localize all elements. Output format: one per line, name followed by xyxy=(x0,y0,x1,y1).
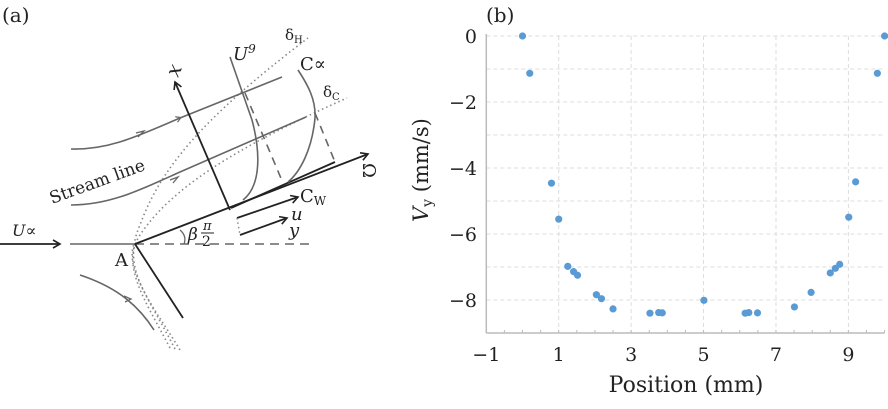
x-axis-title: Position (mm) xyxy=(609,373,764,398)
wedge-lower-wall xyxy=(134,243,184,319)
omega-label: Ω xyxy=(358,163,379,178)
data-points xyxy=(518,32,888,317)
data-point xyxy=(564,262,572,270)
concentration-dashed-line xyxy=(314,112,336,163)
data-point xyxy=(753,309,762,317)
concentration-profile-curve xyxy=(287,69,316,183)
x-tick-label: −1 xyxy=(472,344,500,366)
streamline-arrow-icon xyxy=(123,295,133,303)
velocity-profile-curve xyxy=(229,56,259,201)
streamline-middle xyxy=(70,116,307,206)
tick-labels: −1 1 3 5 7 9 0 −2 −4 −6 −8 xyxy=(449,26,854,366)
data-point xyxy=(658,309,666,317)
streamline-upper xyxy=(70,76,283,150)
data-point xyxy=(592,291,600,299)
x-axis-arrow xyxy=(173,80,231,211)
y-tick-label: −6 xyxy=(449,224,477,246)
u-inf-label: U∝ xyxy=(12,221,36,240)
chart-axes xyxy=(485,34,886,334)
wall-offset-line xyxy=(230,161,336,209)
data-point xyxy=(845,213,853,221)
data-point xyxy=(609,305,617,313)
angle-arc xyxy=(179,229,186,245)
panel-a-label: (a) xyxy=(2,3,30,27)
data-point xyxy=(646,309,654,317)
dotted-connector xyxy=(236,217,241,236)
x-tick-label: 1 xyxy=(553,344,565,366)
data-point xyxy=(852,178,860,186)
streamline-lower xyxy=(79,274,155,331)
data-point xyxy=(790,303,799,311)
u-label: u xyxy=(291,204,303,225)
x-tick-label: 3 xyxy=(625,344,637,366)
chart-grid xyxy=(486,35,885,333)
delta-c-label: δC xyxy=(323,83,340,103)
panel-b-label: (b) xyxy=(486,3,514,27)
point-a-label: A xyxy=(114,250,129,271)
data-point xyxy=(881,32,888,40)
data-point xyxy=(597,295,606,303)
streamline-arrow-icon xyxy=(135,129,147,138)
u-profile-label: U9 xyxy=(233,42,256,65)
y-tick-label: −8 xyxy=(449,290,477,312)
angle-numerator: π xyxy=(202,219,212,234)
angle-denominator: 2 xyxy=(202,234,211,250)
streamline-arrow-icon xyxy=(169,175,181,184)
data-point xyxy=(836,260,844,268)
data-point xyxy=(807,288,815,297)
velocity-dashed-line xyxy=(244,92,284,184)
cw-arrow xyxy=(236,194,300,219)
data-point xyxy=(518,32,527,40)
angle-beta-label: β xyxy=(187,225,198,245)
c-profile-label: C∝ xyxy=(300,54,326,75)
data-point xyxy=(745,308,753,317)
x-tick-label: 7 xyxy=(770,344,782,366)
delta-h-label: δH xyxy=(285,26,303,46)
data-point xyxy=(573,271,582,279)
x-tick-label: 5 xyxy=(698,344,710,366)
data-point xyxy=(700,296,708,304)
y-label: y xyxy=(288,220,300,241)
data-point xyxy=(547,179,556,187)
data-point xyxy=(526,69,534,77)
x-tick-label: 9 xyxy=(842,344,854,366)
y-axis-title: Vy (mm/s) xyxy=(409,118,436,222)
u-arrow xyxy=(239,215,289,236)
cw-label: CW xyxy=(300,186,327,208)
y-tick-label: −4 xyxy=(449,158,477,180)
y-tick-label: 0 xyxy=(465,26,477,48)
data-point xyxy=(555,215,563,223)
data-point xyxy=(826,269,834,277)
y-tick-label: −2 xyxy=(449,92,477,114)
data-point xyxy=(873,69,881,77)
